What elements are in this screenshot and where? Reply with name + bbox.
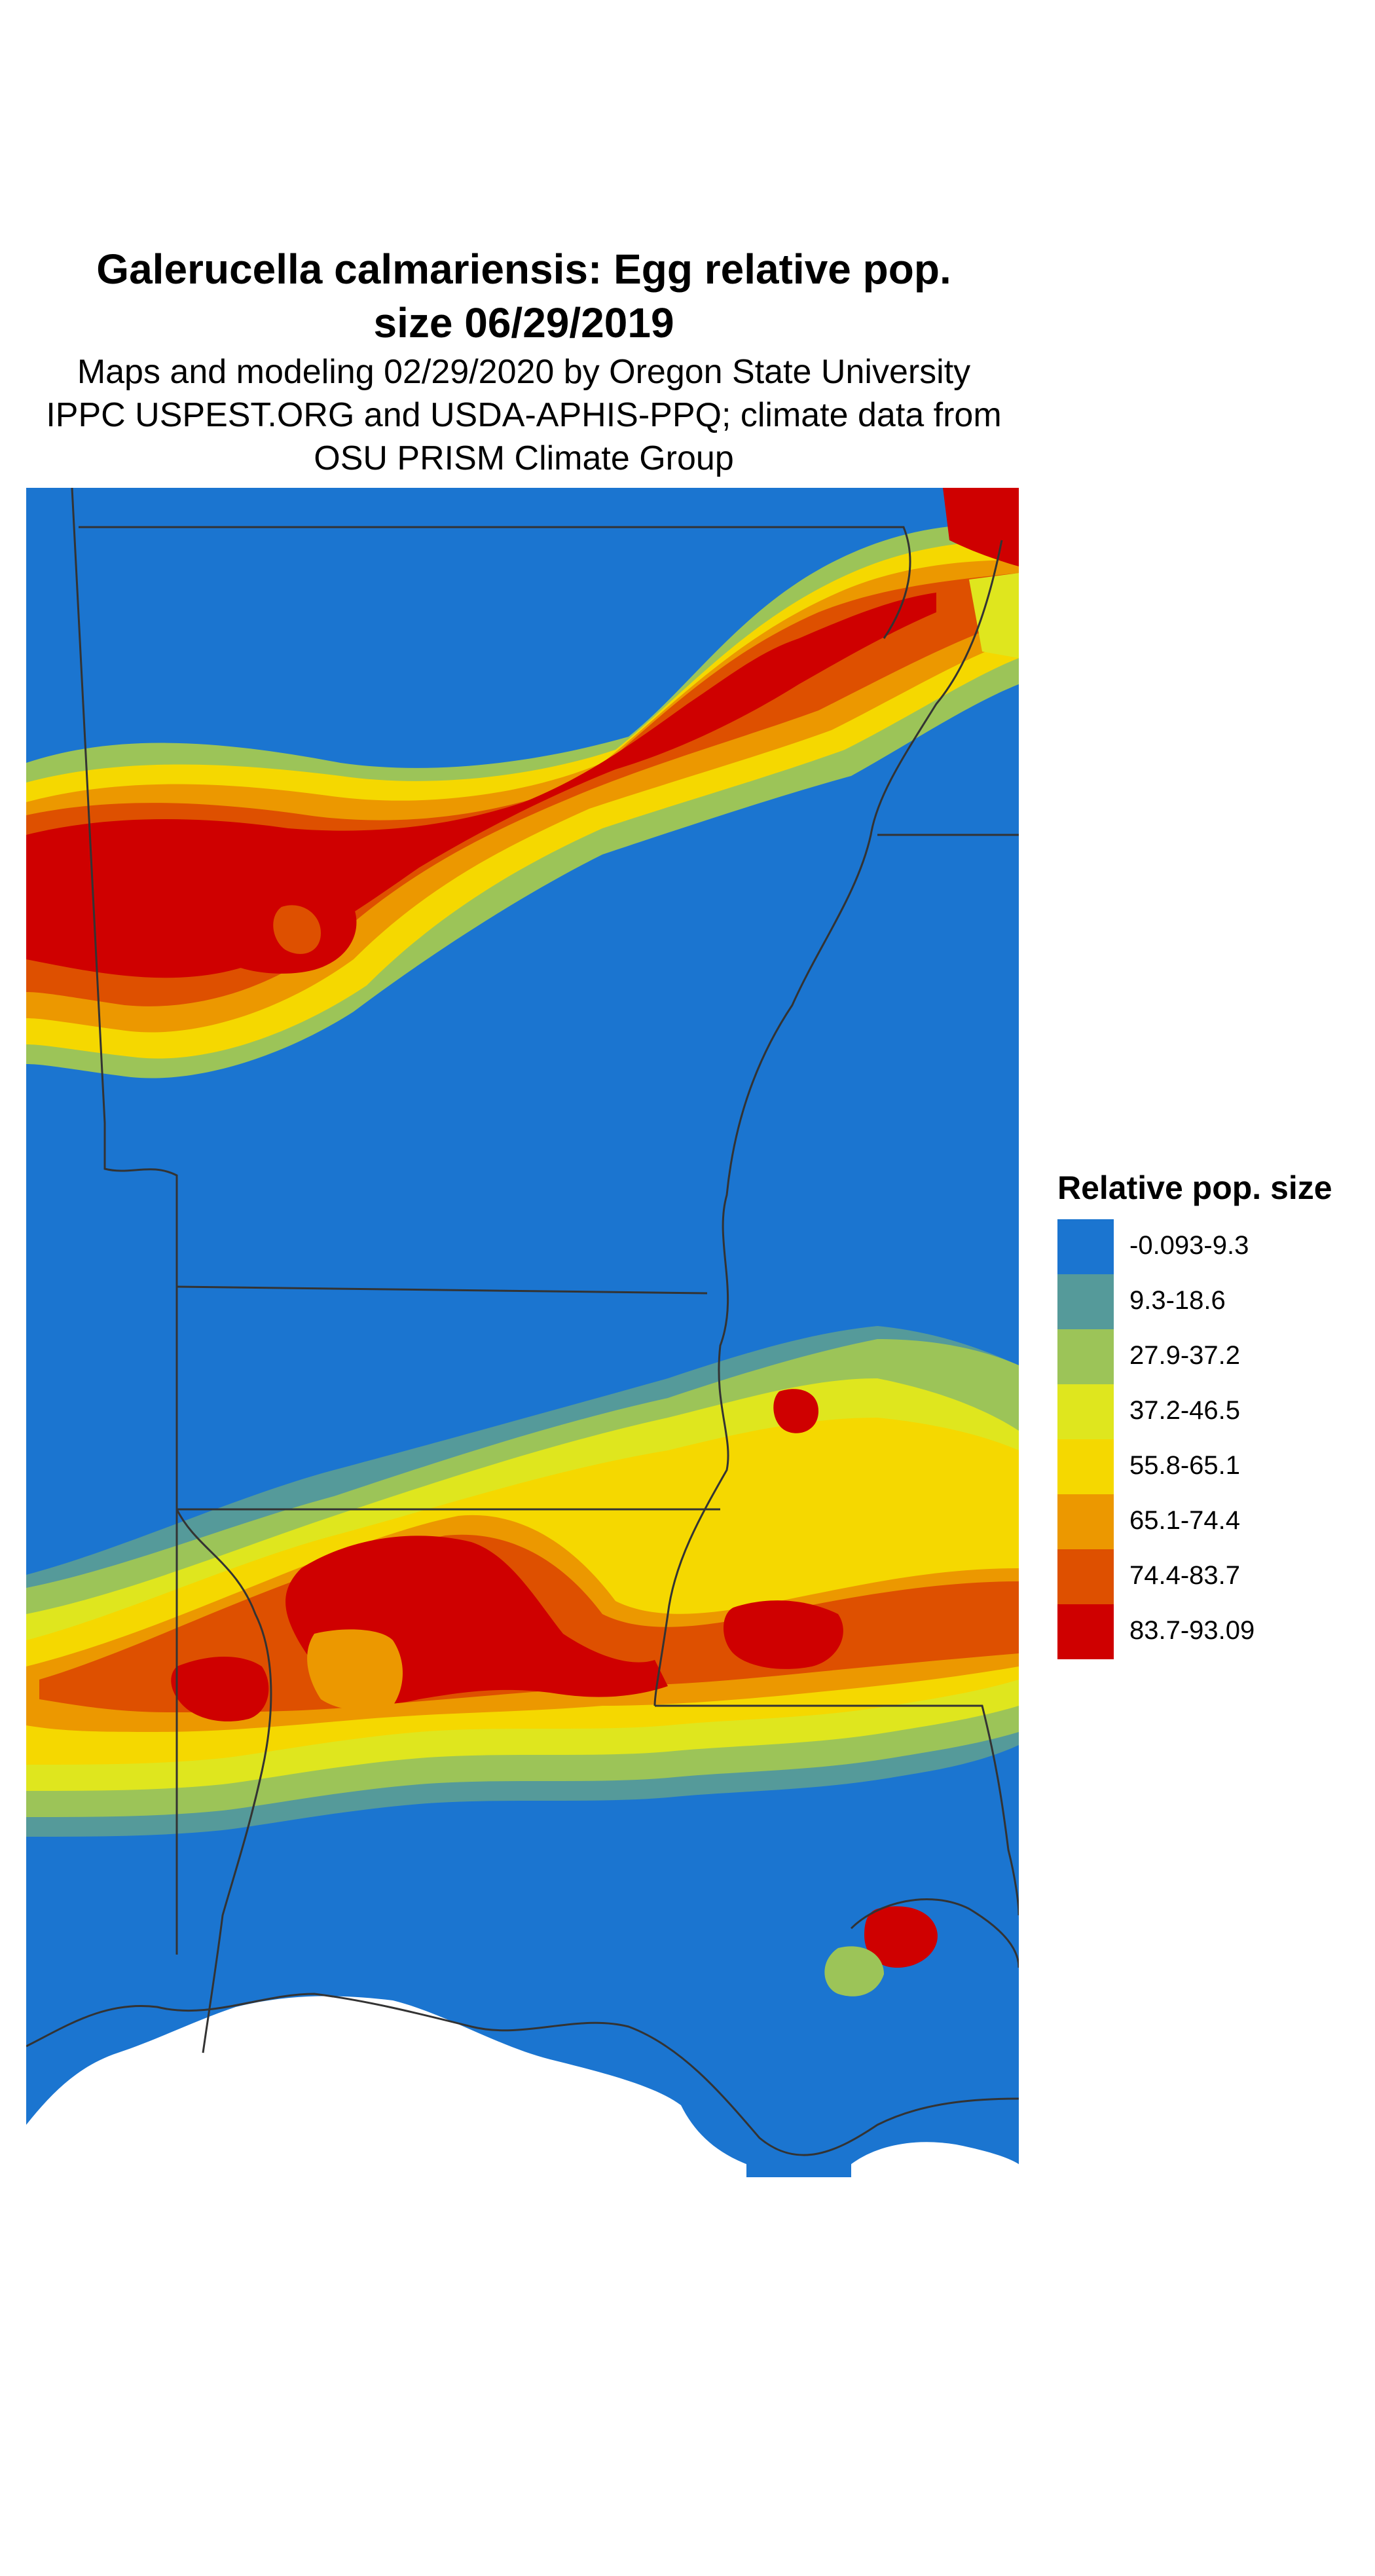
- boundary-west-vertical: [71, 488, 178, 1955]
- gulf-no-data-area: [26, 1996, 746, 2177]
- northern-zone: [26, 488, 1019, 1078]
- boundary-louisiana-delta: [850, 1898, 1019, 1968]
- northeast-yellowgreen-edge: [969, 573, 1019, 658]
- southeast-red-spot: [864, 1906, 938, 1968]
- legend-label: 74.4-83.7: [1129, 1561, 1241, 1590]
- legend-label: 37.2-46.5: [1129, 1396, 1241, 1425]
- southeast-yellowgreen-halo: [824, 1946, 884, 1996]
- legend-swatch: [1057, 1439, 1114, 1494]
- state-boundaries: [26, 488, 1019, 2156]
- mississippi-red-spot: [773, 1389, 818, 1433]
- map-title-line-2: size 06/29/2019: [373, 299, 674, 346]
- legend-swatch: [1057, 1604, 1114, 1659]
- map-title-line-1: Galerucella calmariensis: Egg relative p…: [96, 246, 951, 293]
- boundary-gulf-coastline: [26, 1993, 1019, 2156]
- south-zone-orange-core: [307, 1629, 403, 1710]
- south-zone-red-west: [171, 1657, 269, 1721]
- legend-label: 9.3-18.6: [1129, 1286, 1226, 1315]
- legend-swatch: [1057, 1329, 1114, 1384]
- legend-swatch: [1057, 1494, 1114, 1549]
- legend-swatch: [1057, 1274, 1114, 1329]
- boundary-texas-louisiana: [175, 1509, 272, 2053]
- southern-zone: [26, 1326, 1019, 1996]
- legend-label: 65.1-74.4: [1129, 1506, 1241, 1535]
- map-subtitle-line-1: Maps and modeling 02/29/2020 by Oregon S…: [77, 353, 971, 391]
- map-subtitle-line-3: OSU PRISM Climate Group: [314, 439, 734, 477]
- population-map: [26, 488, 1019, 2177]
- boundary-missouri-arkansas: [176, 1285, 708, 1295]
- legend-swatch: [1057, 1219, 1114, 1274]
- legend-swatch: [1057, 1384, 1114, 1439]
- gulf-no-data-east: [851, 2142, 1019, 2177]
- legend-swatch: [1057, 1549, 1114, 1604]
- legend-label: 83.7-93.09: [1129, 1616, 1255, 1645]
- boundary-louisiana-mississippi: [655, 1704, 1019, 1916]
- boundary-iowa-missouri: [79, 526, 911, 639]
- boundary-mississippi-river: [653, 540, 1003, 1706]
- legend-label: -0.093-9.3: [1129, 1231, 1249, 1260]
- map-subtitle-line-2: IPPC USPEST.ORG and USDA-APHIS-PPQ; clim…: [46, 396, 1002, 434]
- legend-label: 55.8-65.1: [1129, 1451, 1241, 1480]
- legend-title: Relative pop. size: [1057, 1169, 1332, 1206]
- south-zone-red-east: [724, 1600, 843, 1669]
- north-zone-orange-spot: [273, 905, 321, 954]
- legend-label: 27.9-37.2: [1129, 1341, 1241, 1370]
